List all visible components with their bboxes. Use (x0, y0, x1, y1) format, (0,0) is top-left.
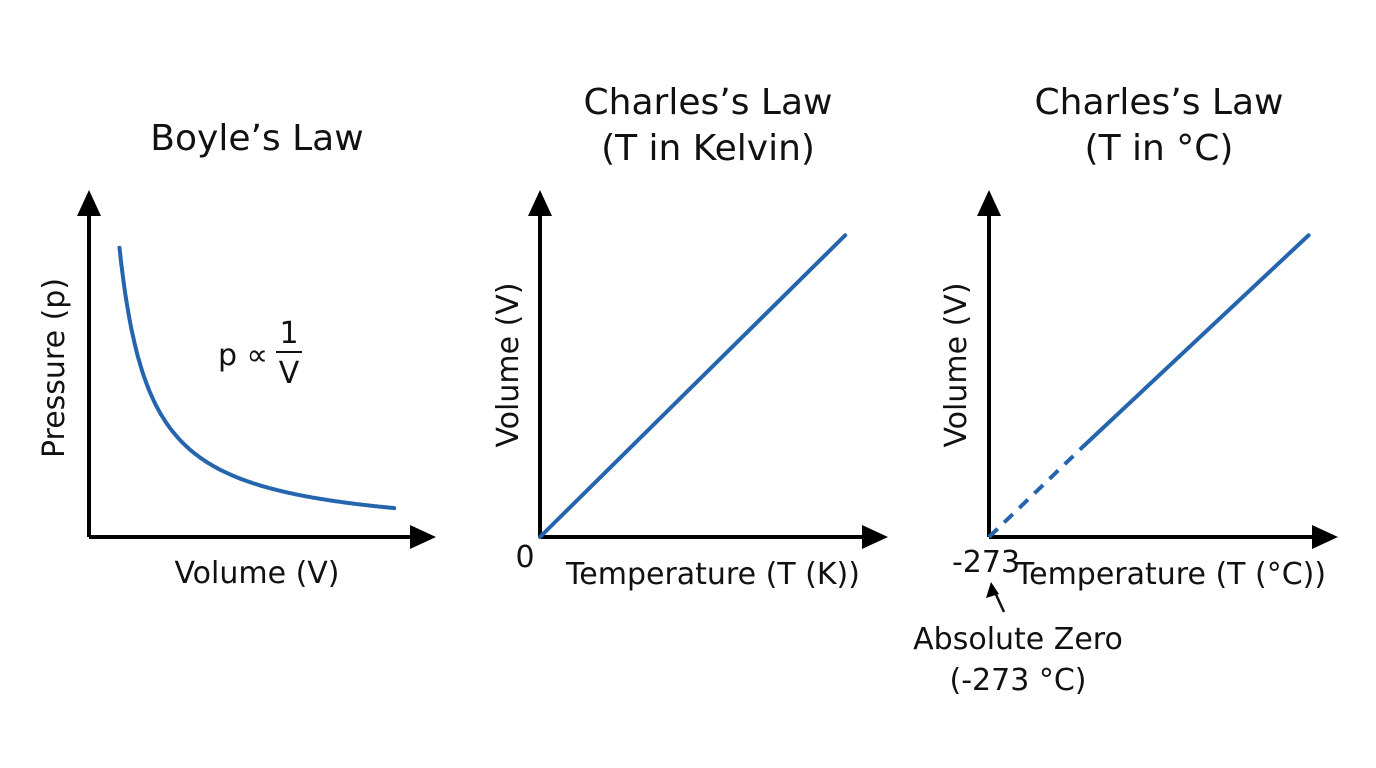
pointer-arrow-head (986, 582, 999, 598)
y-axis-arrow (528, 190, 552, 216)
chart-title: Boyle’s Law (150, 118, 363, 159)
origin-tick-label: 0 (515, 540, 534, 575)
series-line (538, 233, 848, 539)
chart-title: Charles’s Law (1035, 82, 1284, 123)
absolute-zero-callout: Absolute Zero (-273 °C) (913, 582, 1123, 698)
x-axis-arrow (862, 525, 888, 549)
formula-prefix: p ∝ (218, 338, 268, 373)
y-axis-label: Pressure (p) (37, 278, 72, 458)
annotation-line-2: (-273 °C) (950, 663, 1087, 698)
x-axis-arrow (410, 525, 436, 549)
series-line (1081, 233, 1311, 449)
y-axis-arrow (77, 190, 101, 216)
boyles-law-panel: Boyle’s Law Pressure (p) Volume (V) p ∝ … (37, 118, 436, 591)
series-line (117, 245, 397, 511)
chart-subtitle: (T in Kelvin) (601, 128, 815, 169)
formula-denominator: V (279, 356, 300, 391)
x-axis-label: Temperature (T (K)) (565, 557, 860, 592)
chart-subtitle: (T in °C) (1085, 128, 1234, 169)
proportionality-formula: p ∝ 1 V (218, 316, 302, 391)
formula-numerator: 1 (279, 316, 298, 351)
chart-title: Charles’s Law (584, 82, 833, 123)
x-axis-label: Temperature (T (°C)) (1015, 557, 1326, 592)
x-axis-arrow (1312, 525, 1338, 549)
x-axis-label: Volume (V) (174, 556, 339, 591)
origin-tick-label: -273 (952, 545, 1020, 580)
annotation-line-1: Absolute Zero (913, 622, 1123, 657)
extrapolated-series-line (987, 445, 1085, 539)
y-axis-label: Volume (V) (939, 282, 974, 447)
y-axis-label: Volume (V) (491, 282, 526, 447)
charles-law-kelvin-panel: Charles’s Law (T in Kelvin) Volume (V) T… (491, 82, 888, 592)
charles-law-celsius-panel: Charles’s Law (T in °C) Volume (V) Tempe… (913, 82, 1338, 698)
y-axis-arrow (977, 190, 1001, 216)
